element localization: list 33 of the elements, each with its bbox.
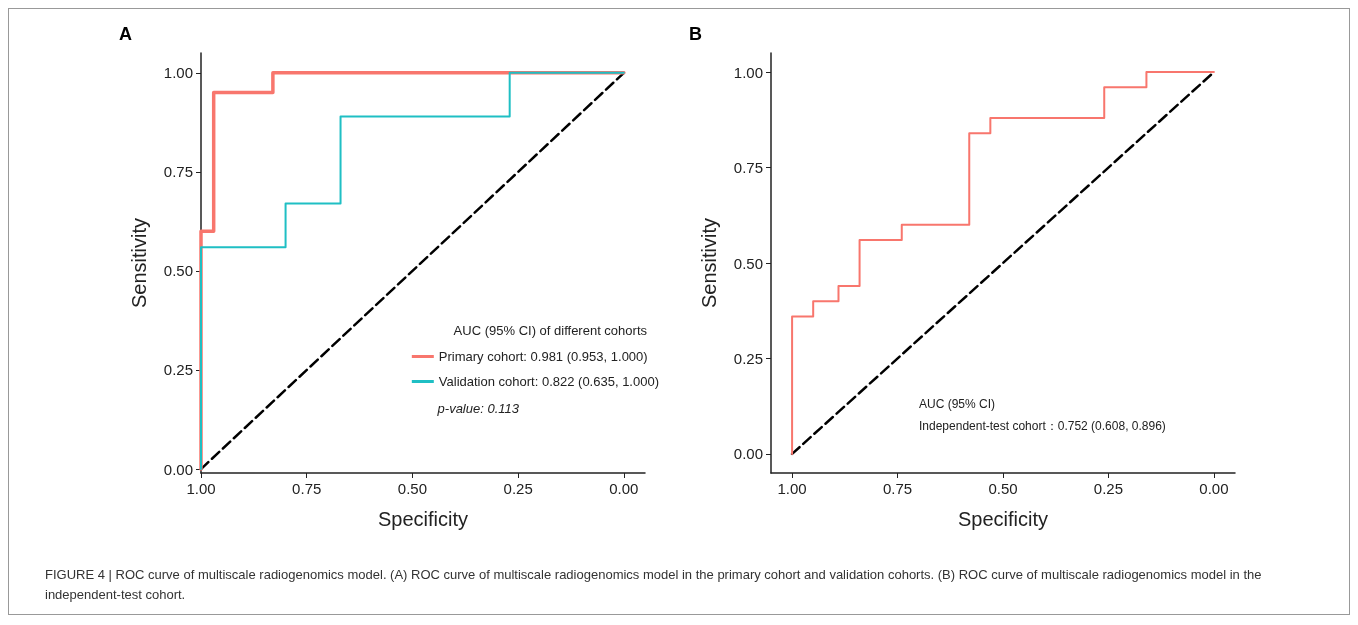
x-tick-label: 0.75 <box>292 480 322 497</box>
y-axis-title: Sensitivity <box>698 217 720 309</box>
x-tick-label: 0.00 <box>1199 480 1229 497</box>
x-tick-label: 0.25 <box>503 480 533 497</box>
annotation: Independent-test cohort：0.752 (0.608, 0.896) <box>919 419 1166 433</box>
annotation: AUC (95% CI) <box>919 397 996 411</box>
x-tick-label: 0.50 <box>988 480 1018 497</box>
y-tick-label: 1.00 <box>733 63 763 81</box>
legend-label: Validation cohort: 0.822 (0.635, 1.000) <box>438 374 659 389</box>
y-tick-label: 0.00 <box>163 460 193 478</box>
x-tick-label: 0.50 <box>397 480 428 497</box>
legend-label: Primary cohort: 0.981 (0.953, 1.000) <box>438 349 648 364</box>
legend-title: AUC (95% CI) of different cohorts <box>453 323 648 338</box>
y-tick-label: 0.00 <box>733 445 763 463</box>
x-tick-label: 0.00 <box>609 480 639 497</box>
x-axis-title: Specificity <box>957 508 1049 530</box>
x-tick-label: 1.00 <box>777 480 807 497</box>
y-tick-label: 0.50 <box>163 262 193 280</box>
y-tick-label: 0.25 <box>733 349 763 367</box>
annotation: p-value: 0.113 <box>436 401 520 416</box>
chart-title: A <box>119 24 132 44</box>
y-tick-label: 1.00 <box>163 64 193 82</box>
y-tick-label: 0.25 <box>163 361 193 379</box>
y-axis-title: Sensitivity <box>128 217 150 309</box>
y-tick-label: 0.75 <box>163 163 193 181</box>
x-tick-label: 0.75 <box>882 480 913 497</box>
x-axis-title: Specificity <box>377 508 469 530</box>
y-tick-label: 0.50 <box>733 254 763 272</box>
x-tick-label: 0.25 <box>1093 480 1124 497</box>
x-tick-label: 1.00 <box>186 480 216 497</box>
y-tick-label: 0.75 <box>733 159 763 177</box>
chart-title: B <box>689 24 702 44</box>
caption: FIGURE 4 | ROC curve of multiscale radiogenomics model. (A) ROC curve of multiscale radiogenomics model in the primary cohort and validation cohorts. (B) ROC curve of multiscale radiogenomics model in the independent-test cohort. <box>45 566 1263 604</box>
